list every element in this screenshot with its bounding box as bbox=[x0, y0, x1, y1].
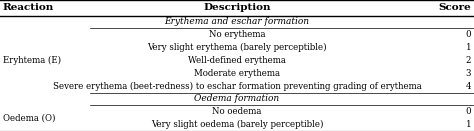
Text: Very slight erythema (barely perceptible): Very slight erythema (barely perceptible… bbox=[147, 43, 327, 52]
Text: Moderate erythema: Moderate erythema bbox=[194, 69, 280, 78]
Text: Reaction: Reaction bbox=[3, 3, 54, 12]
Text: Erythema and eschar formation: Erythema and eschar formation bbox=[164, 17, 310, 26]
Text: Score: Score bbox=[438, 3, 471, 12]
Text: Severe erythema (beet-redness) to eschar formation preventing grading of erythem: Severe erythema (beet-redness) to eschar… bbox=[53, 81, 421, 91]
Text: 2: 2 bbox=[465, 56, 471, 65]
Text: No oedema: No oedema bbox=[212, 107, 262, 116]
Text: Oedema (O): Oedema (O) bbox=[3, 114, 55, 123]
Text: Eryhtema (E): Eryhtema (E) bbox=[3, 56, 61, 65]
Text: 0: 0 bbox=[465, 107, 471, 116]
Text: 4: 4 bbox=[465, 82, 471, 91]
Text: 0: 0 bbox=[465, 30, 471, 39]
Text: 1: 1 bbox=[465, 43, 471, 52]
Text: No erythema: No erythema bbox=[209, 30, 265, 39]
Text: Oedema formation: Oedema formation bbox=[194, 94, 280, 103]
Text: 3: 3 bbox=[466, 69, 471, 78]
Text: Well-defined erythema: Well-defined erythema bbox=[188, 56, 286, 65]
Text: Very slight oedema (barely perceptible): Very slight oedema (barely perceptible) bbox=[151, 120, 323, 129]
Text: 1: 1 bbox=[465, 120, 471, 129]
Text: Description: Description bbox=[203, 3, 271, 12]
